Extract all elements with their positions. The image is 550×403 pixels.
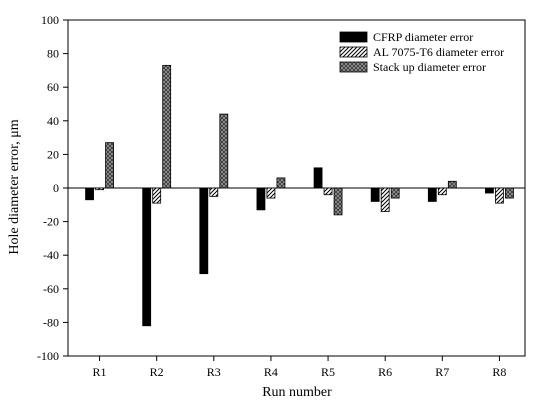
y-ticks: -100 -80 -60 -40 -20 0 20 40 60 80 100 <box>37 13 68 363</box>
bar-r8-series-3 <box>505 187 514 199</box>
y-tick-label: -40 <box>43 248 59 262</box>
y-axis-title: Hole diameter error, μm <box>7 119 22 254</box>
bar-r6-series-2 <box>380 187 390 212</box>
bar-r8-series-2 <box>495 187 504 204</box>
legend-swatch-3 <box>339 61 368 73</box>
bar-r7-series-1 <box>427 187 437 202</box>
bar-r6-series-3 <box>390 187 400 199</box>
bar-r1-series-1 <box>85 187 94 201</box>
legend-label-3: Stack up diameter error <box>373 60 486 74</box>
bar-r5-series-3 <box>333 187 343 216</box>
y-tick-label: -80 <box>43 315 59 329</box>
x-tick-label: R3 <box>207 365 221 379</box>
bar-r3-series-3 <box>219 113 229 189</box>
x-ticks: R1 R2 R3 R4 R5 R6 R7 R8 <box>93 356 506 379</box>
y-tick-label: -20 <box>43 215 59 229</box>
bar-r4-series-3 <box>276 177 286 189</box>
x-tick-label: R7 <box>435 365 449 379</box>
x-tick-label: R1 <box>93 365 107 379</box>
bar-r3-series-1 <box>199 187 209 275</box>
bar-r2-series-3 <box>162 64 172 189</box>
bar-r2-series-2 <box>152 187 162 204</box>
bar-r8-series-1 <box>485 187 494 194</box>
bar-r3-series-2 <box>209 187 219 197</box>
y-tick-label: -100 <box>37 349 59 363</box>
bar-r1-series-3 <box>105 142 114 189</box>
y-tick-label: -60 <box>43 282 59 296</box>
legend-swatch-2 <box>339 46 368 58</box>
legend-label-1: CFRP diameter error <box>373 30 473 44</box>
bar-r4-series-2 <box>266 187 276 199</box>
legend-swatch-1 <box>339 31 368 43</box>
bar-r7-series-2 <box>437 187 447 196</box>
y-tick-label: 100 <box>41 13 59 27</box>
x-axis-title: Run number <box>262 385 332 400</box>
bar-r4-series-1 <box>256 187 266 211</box>
bar-r5-series-1 <box>313 167 323 189</box>
bar-r7-series-3 <box>447 180 457 189</box>
y-tick-label: 40 <box>47 114 59 128</box>
bars <box>85 64 514 327</box>
x-tick-label: R5 <box>321 365 335 379</box>
bar-r6-series-1 <box>370 187 380 202</box>
y-tick-label: 20 <box>47 147 59 161</box>
y-tick-label: 0 <box>53 181 59 195</box>
y-tick-label: 60 <box>47 80 59 94</box>
legend-label-2: AL 7075-T6 diameter error <box>373 45 504 59</box>
bar-r2-series-1 <box>142 187 152 327</box>
x-tick-label: R6 <box>378 365 392 379</box>
x-tick-label: R4 <box>264 365 278 379</box>
bar-r5-series-2 <box>323 187 333 196</box>
y-tick-label: 80 <box>47 47 59 61</box>
x-tick-label: R2 <box>150 365 164 379</box>
bar-r1-series-2 <box>95 187 104 191</box>
x-tick-label: R8 <box>492 365 506 379</box>
